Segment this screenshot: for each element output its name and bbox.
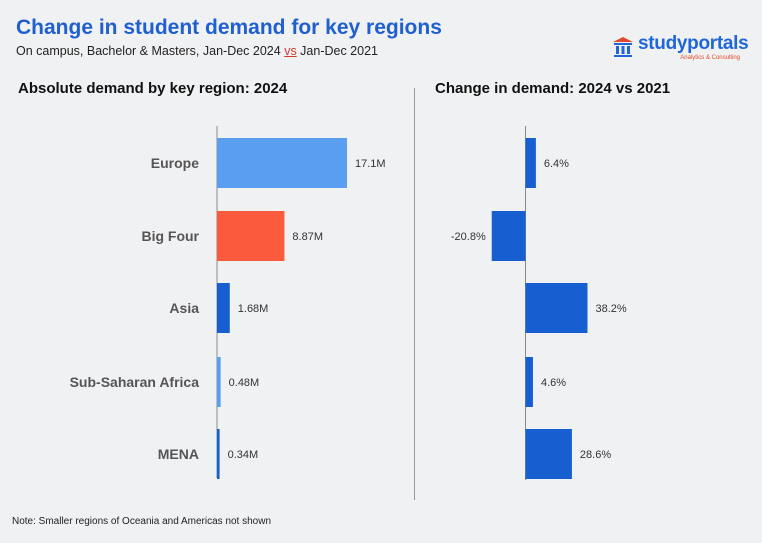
bar-sub-saharan-africa	[217, 357, 221, 407]
chart-title: Change in student demand for key regions	[16, 16, 442, 39]
change-bar-asia	[525, 283, 588, 333]
subtitle-text-end: Jan-Dec 2021	[296, 44, 378, 58]
value-label-mena: 0.34M	[228, 449, 259, 461]
left-chart-title: Absolute demand by key region: 2024	[18, 80, 288, 97]
category-label-big-four: Big Four	[141, 228, 199, 244]
logo-tagline: Analytics & Consulting	[680, 55, 740, 61]
change-bar-big-four	[491, 211, 526, 261]
bar-big-four	[217, 211, 285, 261]
footnote: Note: Smaller regions of Oceania and Ame…	[12, 516, 272, 527]
subtitle-vs: vs	[284, 44, 297, 58]
value-label-asia: 1.68M	[238, 303, 269, 315]
right-chart-title: Change in demand: 2024 vs 2021	[435, 80, 671, 97]
chart-subtitle: On campus, Bachelor & Masters, Jan-Dec 2…	[16, 44, 378, 58]
category-label-europe: Europe	[151, 155, 199, 171]
value-label-europe: 17.1M	[355, 158, 386, 170]
change-label-mena: 28.6%	[580, 449, 611, 461]
bar-mena	[217, 429, 220, 479]
change-label-asia: 38.2%	[596, 303, 627, 315]
change-label-big-four: -20.8%	[451, 231, 486, 243]
panel-divider	[414, 88, 415, 500]
change-label-sub-saharan-africa: 4.6%	[541, 377, 566, 389]
bar-europe	[217, 138, 347, 188]
bar-asia	[217, 283, 230, 333]
category-label-mena: MENA	[158, 446, 199, 462]
change-bar-europe	[525, 138, 536, 188]
institution-icon	[613, 37, 633, 57]
change-label-europe: 6.4%	[544, 158, 569, 170]
studyportals-logo: studyportals Analytics & Consulting	[612, 33, 752, 66]
logo-text: studyportals	[638, 33, 749, 54]
change-bar-sub-saharan-africa	[525, 357, 533, 407]
subtitle-text-start: On campus, Bachelor & Masters, Jan-Dec 2…	[16, 44, 285, 58]
change-bar-mena	[525, 429, 572, 479]
category-label-sub-saharan-africa: Sub-Saharan Africa	[70, 374, 200, 390]
value-label-big-four: 8.87M	[292, 231, 323, 243]
value-label-sub-saharan-africa: 0.48M	[229, 377, 260, 389]
category-label-asia: Asia	[169, 300, 199, 316]
